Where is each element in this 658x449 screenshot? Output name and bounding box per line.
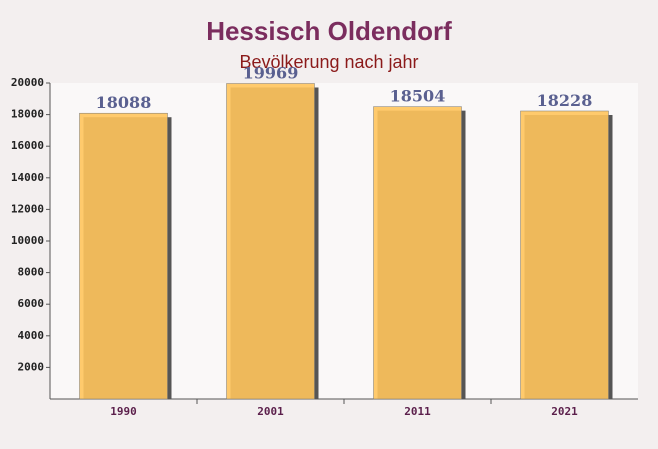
value-label: 18504 (390, 87, 446, 106)
y-tick-label: 4000 (18, 329, 45, 342)
value-label: 18088 (96, 93, 152, 112)
value-label: 18228 (537, 91, 593, 110)
y-tick-label: 18000 (11, 108, 44, 121)
x-tick-label: 2021 (551, 405, 578, 418)
chart-subtitle: Bevölkerung nach jahr (239, 52, 418, 72)
x-tick-label: 2011 (404, 405, 431, 418)
y-tick-label: 8000 (18, 266, 45, 279)
y-tick-label: 16000 (11, 139, 44, 152)
chart-title: Hessisch Oldendorf (206, 16, 452, 46)
y-tick-label: 10000 (11, 234, 44, 247)
y-tick-label: 12000 (11, 202, 44, 215)
x-tick-label: 2001 (257, 405, 284, 418)
bar (226, 83, 315, 400)
value-label: 19969 (243, 63, 299, 82)
y-tick-label: 14000 (11, 171, 44, 184)
bar (79, 112, 168, 400)
y-tick-label: 2000 (18, 360, 45, 373)
y-tick-label: 6000 (18, 297, 45, 310)
bar (373, 106, 462, 400)
x-tick-label: 1990 (110, 405, 137, 418)
bar (520, 110, 609, 400)
y-tick-label: 20000 (11, 76, 44, 89)
